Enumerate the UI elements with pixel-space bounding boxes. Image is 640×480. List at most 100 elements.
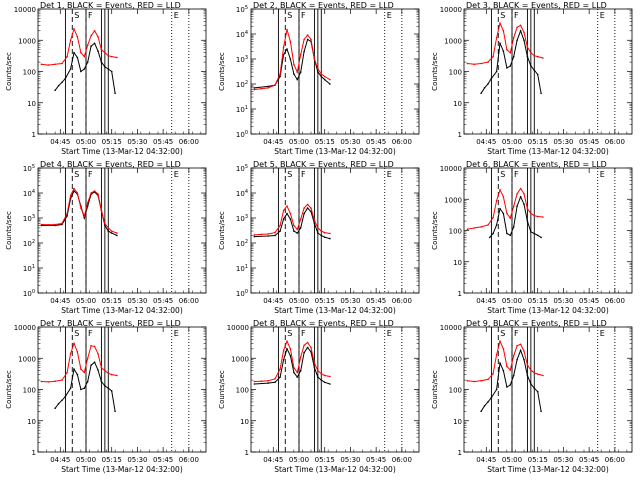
x-tick-label: 05:00 <box>76 138 96 146</box>
lld-data-point <box>116 232 118 234</box>
events-data-point <box>54 89 56 92</box>
event-marker-s: S <box>287 11 292 20</box>
y-tick-label: 10000 <box>14 6 36 14</box>
x-axis-label: Start Time (13-Mar-12 04:32:00) <box>487 465 609 474</box>
events-data-point <box>267 382 269 384</box>
events-data-point <box>502 212 505 215</box>
x-tick-label: 05:30 <box>340 297 360 305</box>
y-tick-label: 100 <box>236 130 248 139</box>
events-series-line <box>254 346 331 385</box>
lld-data-point <box>282 209 285 212</box>
lld-data-point <box>495 37 498 39</box>
events-series-line <box>254 38 331 89</box>
events-data-point <box>289 355 292 357</box>
events-data-point <box>526 374 529 377</box>
x-axis-label: Start Time (13-Mar-12 04:32:00) <box>274 306 396 315</box>
lld-data-point <box>90 34 92 37</box>
events-data-point <box>530 231 532 233</box>
y-tick-label: 100 <box>23 387 36 395</box>
y-tick-label: 101 <box>23 264 35 273</box>
plot-area <box>253 9 403 134</box>
lld-data-point <box>310 346 312 349</box>
events-data-point <box>76 373 79 376</box>
x-tick-label: 05:30 <box>553 138 573 146</box>
events-data-point <box>323 236 326 238</box>
events-data-point <box>100 61 103 63</box>
y-tick-label: 100 <box>236 387 249 395</box>
events-data-point <box>487 401 489 403</box>
lld-series-line <box>254 339 330 382</box>
lld-data-point <box>260 380 263 383</box>
events-data-point <box>306 38 309 41</box>
lld-data-point <box>310 207 312 209</box>
events-data-point <box>523 203 525 205</box>
lld-data-point <box>69 39 72 42</box>
x-tick-label: 05:00 <box>502 138 522 146</box>
lld-data-point <box>73 342 75 345</box>
lld-data-point <box>293 224 295 227</box>
events-data-point <box>480 410 482 413</box>
y-tick-label: 101 <box>236 105 248 114</box>
events-data-point <box>526 220 529 222</box>
events-data-point <box>73 190 75 192</box>
lld-data-point <box>40 223 43 226</box>
x-tick-label: 05:45 <box>579 297 599 305</box>
events-data-point <box>519 349 522 352</box>
events-data-point <box>80 70 82 73</box>
events-data-point <box>488 236 491 239</box>
events-data-point <box>306 346 309 349</box>
lld-data-point <box>104 51 106 54</box>
lld-data-point <box>279 224 281 227</box>
lld-data-point <box>107 227 110 229</box>
lld-data-point <box>83 371 86 374</box>
lld-data-point <box>323 231 326 234</box>
lld-data-point <box>466 62 469 65</box>
x-tick-label: 05:15 <box>102 138 122 146</box>
panel-title: Det 9, BLACK = Events, RED = LLD <box>466 319 607 328</box>
plot-area <box>40 9 190 134</box>
plot-area <box>40 327 190 452</box>
lld-data-point <box>100 366 103 369</box>
events-data-point <box>279 230 281 232</box>
y-tick-label: 10 <box>453 259 462 267</box>
events-data-point <box>253 235 256 238</box>
lld-data-point <box>73 28 75 30</box>
x-tick-label: 05:30 <box>340 456 360 464</box>
events-data-point <box>289 218 292 220</box>
lld-data-point <box>499 22 501 25</box>
panel-title: Det 5, BLACK = Events, RED = LLD <box>253 160 394 169</box>
events-data-point <box>93 361 96 364</box>
events-data-point <box>286 348 288 350</box>
events-data-point <box>512 374 515 377</box>
events-data-point <box>61 81 63 84</box>
events-data-point <box>97 369 99 371</box>
lld-data-point <box>317 68 319 70</box>
events-data-point <box>110 232 113 234</box>
events-data-point <box>107 68 110 70</box>
lld-data-point <box>293 366 295 369</box>
detector-panel-6: 1 10 100 1000 10000 04:45 05:00 05:15 05:30 05:45… <box>431 160 633 315</box>
x-tick-label: 05:00 <box>289 297 309 305</box>
x-axis-label: Start Time (13-Mar-12 04:32:00) <box>487 147 609 156</box>
events-data-point <box>83 68 86 70</box>
x-tick-label: 05:15 <box>102 456 122 464</box>
events-data-point <box>90 364 92 367</box>
detector-panel-4: 100 101 102 103 104 105 04:45 05:00 05:15 05:30 05… <box>5 160 207 315</box>
events-data-point <box>329 83 331 85</box>
events-data-point <box>97 50 99 52</box>
lld-data-point <box>289 212 292 215</box>
lld-data-point <box>542 374 544 377</box>
events-data-point <box>509 234 512 237</box>
lld-data-point <box>306 203 309 206</box>
events-data-point <box>296 376 299 378</box>
events-data-point <box>495 70 498 73</box>
events-data-point <box>104 66 106 68</box>
lld-data-point <box>47 381 50 383</box>
events-data-point <box>540 410 542 413</box>
y-tick-label: 104 <box>236 189 248 198</box>
events-data-point <box>516 205 518 207</box>
lld-data-point <box>286 28 288 31</box>
events-data-point <box>274 234 276 237</box>
events-data-point <box>93 42 96 45</box>
lld-data-point <box>329 375 331 378</box>
